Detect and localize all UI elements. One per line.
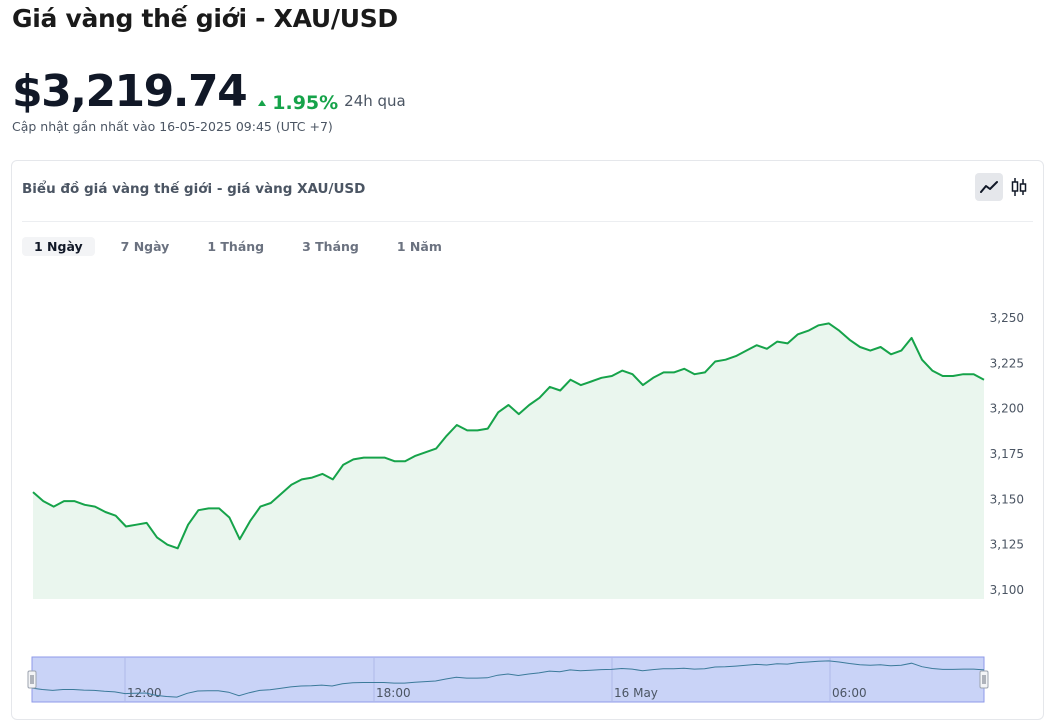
line-chart-button[interactable] bbox=[975, 173, 1003, 201]
card-divider bbox=[22, 221, 1033, 222]
chart-card: Biểu đồ giá vàng thế giới - giá vàng XAU… bbox=[11, 160, 1044, 720]
navigator-handle-right[interactable] bbox=[979, 670, 989, 689]
chart-type-toggle bbox=[975, 173, 1033, 201]
change-percent: 1.95% bbox=[272, 92, 339, 114]
change-period: 24h qua bbox=[344, 92, 406, 110]
last-updated: Cập nhật gần nhất vào 16-05-2025 09:45 (… bbox=[12, 119, 333, 134]
y-tick-label: 3,100 bbox=[990, 583, 1024, 597]
navigator-time-label: 06:00 bbox=[832, 686, 867, 700]
current-price: $3,219.74 bbox=[12, 66, 248, 117]
y-tick-label: 3,150 bbox=[990, 492, 1024, 506]
y-axis: 3,250 3,225 3,200 3,175 3,150 3,125 3,100 bbox=[990, 311, 1024, 597]
navigator-time-label: 16 May bbox=[614, 686, 658, 700]
y-tick-label: 3,225 bbox=[990, 356, 1024, 370]
plot-area bbox=[32, 322, 985, 599]
candlestick-button[interactable] bbox=[1005, 173, 1033, 201]
navigator-handle-left[interactable] bbox=[27, 670, 37, 689]
y-tick-label: 3,125 bbox=[990, 538, 1024, 552]
chart-title: Biểu đồ giá vàng thế giới - giá vàng XAU… bbox=[22, 181, 366, 197]
navigator-window[interactable] bbox=[31, 656, 985, 703]
arrow-up-icon bbox=[258, 100, 267, 106]
tab-1-month[interactable]: 1 Tháng bbox=[207, 239, 265, 254]
tab-3-months[interactable]: 3 Tháng bbox=[302, 239, 359, 254]
y-tick-label: 3,250 bbox=[990, 311, 1024, 325]
price-line bbox=[32, 322, 985, 550]
range-tabs: 1 Ngày 7 Ngày 1 Tháng 3 Tháng 1 Năm bbox=[22, 237, 454, 256]
tab-7-days[interactable]: 7 Ngày bbox=[120, 239, 170, 254]
candlestick-icon bbox=[1011, 178, 1027, 196]
price-summary: $3,219.74 1.95% 24h qua bbox=[12, 66, 406, 117]
navigator-line bbox=[31, 660, 985, 698]
navigator-time-label: 18:00 bbox=[376, 686, 411, 700]
price-change: 1.95% bbox=[258, 92, 338, 114]
line-chart-icon bbox=[980, 181, 998, 193]
tab-1-year[interactable]: 1 Năm bbox=[396, 239, 442, 254]
y-tick-label: 3,175 bbox=[990, 447, 1024, 461]
range-navigator[interactable]: 12:00 18:00 16 May 06:00 bbox=[27, 656, 989, 703]
page-title: Giá vàng thế giới - XAU/USD bbox=[12, 4, 398, 33]
tab-1-day[interactable]: 1 Ngày bbox=[22, 237, 95, 256]
price-area bbox=[33, 323, 984, 599]
y-tick-label: 3,200 bbox=[990, 402, 1024, 416]
